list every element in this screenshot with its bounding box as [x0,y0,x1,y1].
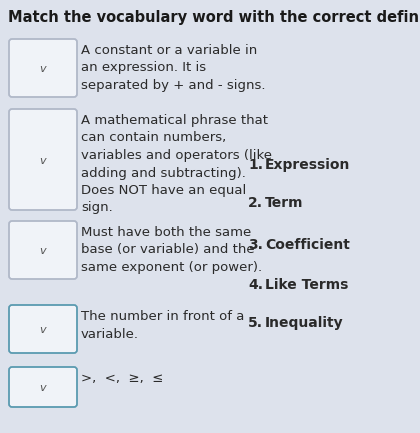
FancyBboxPatch shape [9,109,77,210]
Text: v: v [39,155,46,165]
Text: v: v [39,383,46,393]
Text: A mathematical phrase that
can contain numbers,
variables and operators (like
ad: A mathematical phrase that can contain n… [81,114,272,214]
Text: Must have both the same
base (or variable) and the
same exponent (or power).: Must have both the same base (or variabl… [81,226,262,274]
Text: Coefficient: Coefficient [265,238,350,252]
FancyBboxPatch shape [9,305,77,353]
Text: The number in front of a
variable.: The number in front of a variable. [81,310,244,340]
Text: v: v [39,246,46,256]
Text: Expression: Expression [265,158,350,172]
Text: Inequality: Inequality [265,316,344,330]
FancyBboxPatch shape [9,367,77,407]
Text: 4.: 4. [248,278,263,292]
Text: 1.: 1. [248,158,263,172]
Text: v: v [39,325,46,335]
Text: Like Terms: Like Terms [265,278,348,292]
Text: Match the vocabulary word with the correct definition.: Match the vocabulary word with the corre… [8,10,420,25]
Text: Term: Term [265,196,304,210]
FancyBboxPatch shape [9,39,77,97]
Text: 3.: 3. [248,238,263,252]
Text: A constant or a variable in
an expression. It is
separated by + and - signs.: A constant or a variable in an expressio… [81,44,265,92]
Text: v: v [39,64,46,74]
Text: >,  <,  ≥,  ≤: >, <, ≥, ≤ [81,372,163,385]
Text: 2.: 2. [248,196,263,210]
FancyBboxPatch shape [9,221,77,279]
Text: 5.: 5. [248,316,263,330]
